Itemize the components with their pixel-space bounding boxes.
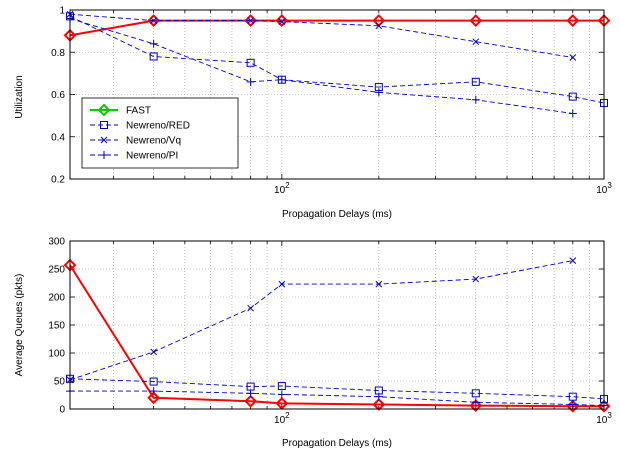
series-line (69, 15, 605, 104)
x-tick-label: 102 (274, 411, 290, 426)
legend-marker (97, 103, 111, 117)
legend-label: Newreno/Vq (126, 136, 181, 147)
legend-marker (100, 151, 108, 159)
series-newreno-vq (66, 10, 577, 61)
data-point (568, 109, 577, 118)
data-point (471, 398, 480, 407)
x-axis-label: Propagation Delays (ms) (282, 438, 392, 449)
data-point (149, 39, 158, 48)
y-axis-label: Average Queues (pkts) (14, 274, 25, 377)
x-axis-label: Propagation Delays (ms) (282, 209, 392, 220)
series-line (70, 390, 605, 407)
legend-label: FAST (126, 106, 151, 117)
data-point (374, 392, 383, 401)
y-tick-label: 150 (48, 321, 65, 332)
x-tick-label: 102 (274, 181, 290, 196)
grid (70, 10, 604, 179)
data-point (275, 396, 289, 410)
data-point (244, 394, 258, 408)
series-newreno-vq (66, 257, 577, 384)
data-point (374, 88, 383, 97)
legend-label: Newreno/PI (126, 151, 178, 162)
data-point (150, 17, 157, 24)
legend-marker (100, 136, 108, 144)
data-point (275, 14, 289, 27)
y-tick-label: 0.8 (51, 48, 65, 59)
data-point (372, 398, 386, 411)
y-tick-label: 50 (54, 377, 66, 388)
y-tick-label: 0 (59, 405, 65, 416)
y-tick-label: 250 (48, 265, 65, 276)
legend: FAST Newreno/RED Newreno/Vq Newreno/PI (81, 97, 239, 169)
data-point (375, 22, 383, 30)
legend-label: Newreno/RED (126, 121, 190, 132)
data-point (469, 399, 483, 413)
plot-1: 0.2 0.4 0.6 0.8 1 102 103 Propagation Delays (m… (14, 6, 612, 221)
plot-frame (69, 240, 605, 410)
data-point (472, 275, 480, 283)
data-point (278, 18, 286, 25)
y-axis-label: Utilization (14, 75, 25, 118)
y-tick-label: 1 (59, 6, 65, 17)
x-tick-label: 103 (596, 181, 612, 196)
data-point (150, 348, 157, 356)
data-point (246, 77, 255, 86)
data-point (568, 400, 577, 409)
data-point (566, 14, 580, 27)
data-point (244, 14, 258, 27)
grid (70, 241, 604, 409)
data-point (277, 390, 286, 399)
data-point (247, 17, 254, 24)
data-point (569, 54, 577, 61)
data-point (471, 77, 480, 86)
series-newreno-red (66, 374, 608, 403)
plot-frame (69, 9, 605, 180)
legend-marker (100, 121, 108, 129)
data-point (471, 95, 480, 104)
data-point (472, 38, 480, 46)
series-newreno-pi (66, 387, 608, 410)
data-point (277, 75, 286, 84)
y-tick-label: 100 (48, 349, 65, 360)
data-point (569, 257, 577, 264)
y-tick-label: 0.6 (51, 90, 65, 101)
data-point (568, 392, 577, 401)
data-point (597, 399, 611, 413)
data-point (147, 14, 161, 27)
data-point (277, 382, 286, 391)
data-point (471, 389, 480, 398)
y-tick-label: 200 (48, 293, 65, 304)
data-point (469, 14, 483, 27)
plot-2: 0 50 100 150 200 250 300 102 103 Propagation Dela… (14, 237, 612, 450)
data-point (247, 304, 254, 312)
series-line (69, 264, 604, 408)
x-tick-label: 103 (596, 411, 612, 426)
data-point (568, 92, 577, 101)
data-point (375, 280, 383, 288)
data-point (278, 280, 286, 288)
y-tick-label: 0.2 (51, 175, 65, 186)
data-point (147, 391, 161, 405)
y-tick-label: 0.4 (51, 132, 65, 143)
data-point (149, 52, 158, 61)
data-point (149, 377, 158, 386)
series-line (69, 378, 605, 400)
y-tick-label: 300 (48, 237, 65, 248)
data-point (246, 389, 255, 398)
data-point (149, 387, 158, 396)
data-point (246, 58, 255, 67)
